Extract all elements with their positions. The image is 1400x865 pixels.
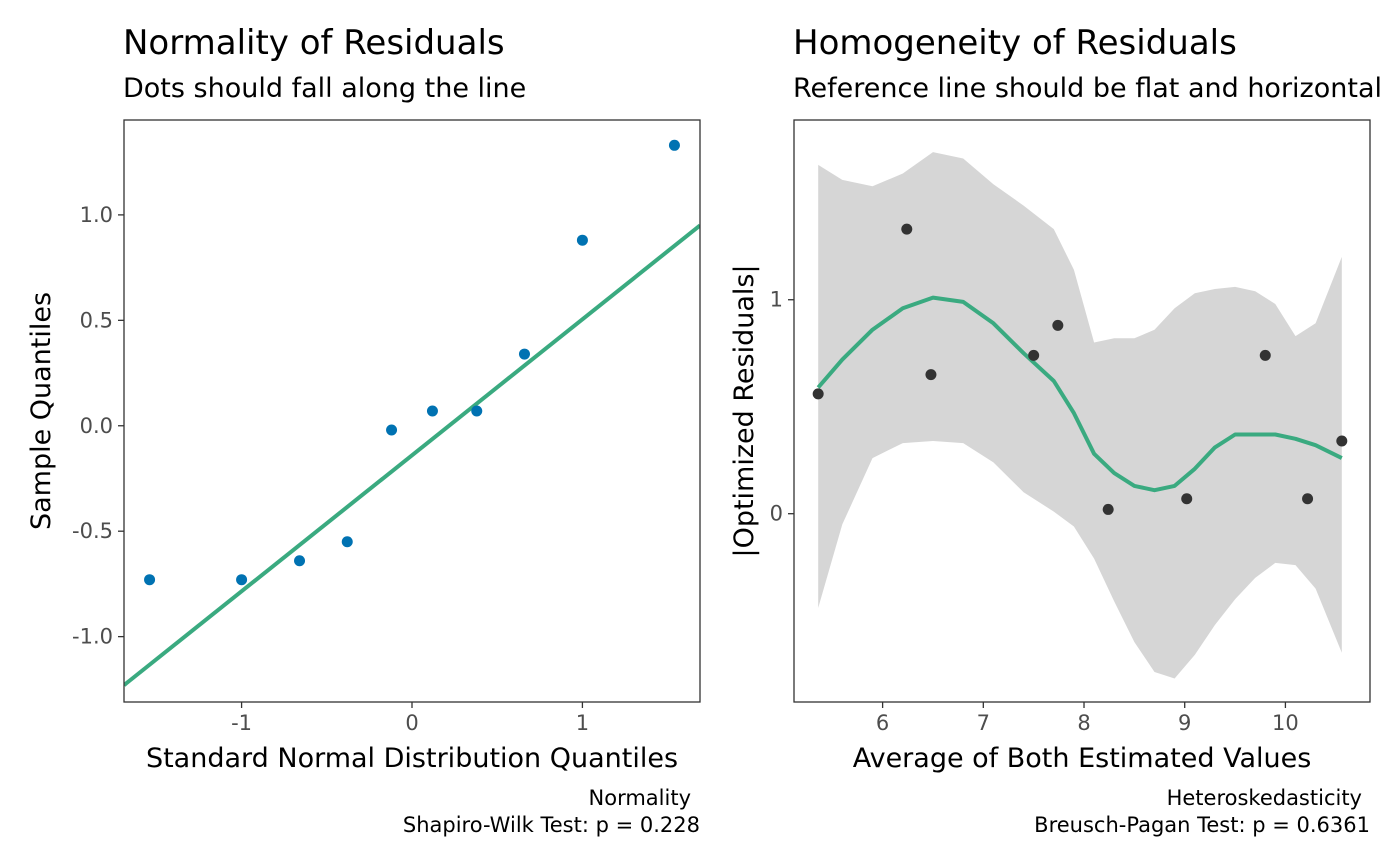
panel1-subtitle: Dots should fall along the line	[123, 73, 526, 104]
qq-reference-line	[124, 223, 700, 687]
data-point	[1028, 349, 1040, 361]
panel2-plot-border	[793, 119, 1371, 703]
data-point	[925, 369, 937, 381]
data-point	[1259, 349, 1271, 361]
panel2-caption-test-name: Heteroskedasticity	[1167, 786, 1362, 810]
data-point	[1102, 503, 1114, 515]
data-point	[426, 405, 438, 417]
data-point	[386, 424, 398, 436]
data-point	[1052, 319, 1064, 331]
panel1-y-axis-title: Sample Quantiles	[26, 292, 57, 530]
data-point	[668, 139, 680, 151]
data-point	[294, 555, 306, 567]
x-tick-label: 1	[576, 711, 589, 735]
y-tick-label: 0.5	[80, 308, 113, 332]
x-tick-label: 7	[977, 711, 990, 735]
data-point	[901, 223, 913, 235]
panel2-title: Homogeneity of Residuals	[793, 23, 1237, 63]
confidence-band	[818, 152, 1342, 679]
data-point	[1336, 435, 1348, 447]
normality-panel: Normality of Residuals Dots should fall …	[26, 23, 701, 837]
x-tick-label: 0	[405, 711, 418, 735]
y-tick-label: 0.0	[80, 414, 113, 438]
panel1-caption-test-result: Shapiro-Wilk Test: p = 0.228	[403, 813, 700, 837]
data-point	[471, 405, 483, 417]
y-tick-label: 1.0	[80, 203, 113, 227]
x-tick-label: 6	[876, 711, 889, 735]
y-tick-label: 1	[770, 288, 783, 312]
data-point	[144, 574, 156, 586]
y-tick-label: -0.5	[72, 519, 113, 543]
panel1-caption-test-name: Normality	[589, 786, 691, 810]
homogeneity-panel: Homogeneity of Residuals Reference line …	[729, 23, 1382, 837]
x-tick-label: 8	[1077, 711, 1090, 735]
x-tick-label: 10	[1272, 711, 1299, 735]
panel1-x-axis-title: Standard Normal Distribution Quantiles	[146, 743, 678, 774]
data-point	[1181, 493, 1193, 505]
y-tick-label: 0	[770, 502, 783, 526]
x-tick-label: 9	[1178, 711, 1191, 735]
panel2-caption-test-result: Breusch-Pagan Test: p = 0.6361	[1034, 813, 1370, 837]
y-tick-label: -1.0	[72, 625, 113, 649]
panel2-subtitle: Reference line should be flat and horizo…	[793, 73, 1382, 104]
data-point	[341, 536, 353, 548]
loess-smooth-line	[816, 295, 1343, 493]
data-point	[1302, 493, 1314, 505]
data-point	[518, 348, 530, 360]
data-point	[236, 574, 248, 586]
data-point	[812, 388, 824, 400]
data-point	[576, 234, 588, 246]
panel2-x-axis-title: Average of Both Estimated Values	[853, 743, 1312, 774]
panel1-title: Normality of Residuals	[123, 23, 505, 63]
panel2-y-axis-title: |Optimized Residuals|	[729, 264, 760, 557]
x-tick-label: -1	[231, 711, 252, 735]
